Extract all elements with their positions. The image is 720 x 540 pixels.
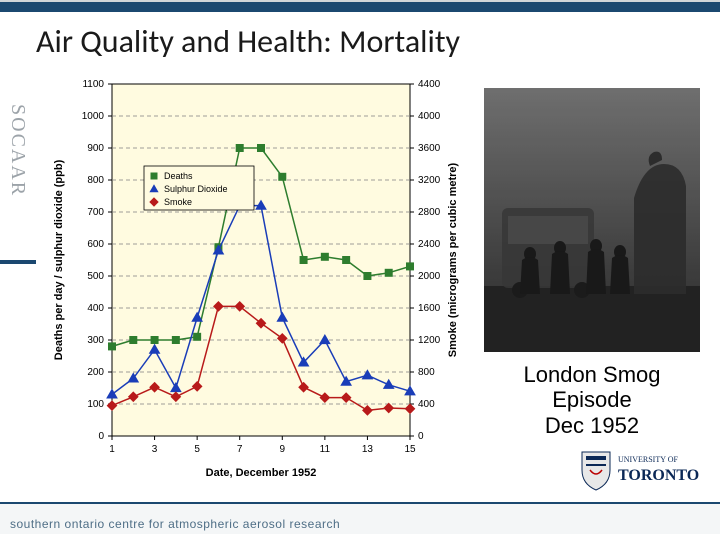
- logo-line2: TORONTO: [618, 467, 699, 484]
- svg-text:800: 800: [87, 175, 104, 186]
- svg-text:Smoke (micrograms per cubic me: Smoke (micrograms per cubic metre): [447, 162, 459, 357]
- slide: Air Quality and Health: Mortality SOCAAR…: [0, 0, 720, 540]
- side-accent-line: [0, 260, 36, 264]
- svg-text:15: 15: [404, 444, 416, 455]
- svg-text:300: 300: [87, 335, 104, 346]
- svg-text:2000: 2000: [418, 271, 441, 282]
- svg-text:700: 700: [87, 207, 104, 218]
- caption-line: Dec 1952: [545, 413, 639, 438]
- svg-text:400: 400: [87, 303, 104, 314]
- mortality-chart: 0 100 200 300 400 500 600 700 800 900 1000 1100 0 400…: [46, 74, 466, 482]
- svg-text:500: 500: [87, 271, 104, 282]
- svg-text:4000: 4000: [418, 111, 441, 122]
- svg-text:9: 9: [280, 444, 286, 455]
- caption-line: Episode: [552, 387, 632, 412]
- svg-text:2400: 2400: [418, 239, 441, 250]
- svg-text:4400: 4400: [418, 79, 441, 90]
- svg-text:200: 200: [87, 367, 104, 378]
- caption-line: London Smog: [524, 362, 661, 387]
- svg-text:0: 0: [418, 431, 424, 442]
- svg-text:1000: 1000: [82, 111, 105, 122]
- socaar-watermark: SOCAAR: [6, 104, 29, 197]
- svg-text:400: 400: [418, 399, 435, 410]
- svg-text:Smoke: Smoke: [164, 197, 192, 207]
- svg-text:Deaths per day / sulphur dioxi: Deaths per day / sulphur dioxide (ppb): [53, 159, 65, 360]
- header-bar: [0, 0, 720, 12]
- svg-text:900: 900: [87, 143, 104, 154]
- svg-text:Sulphur Dioxide: Sulphur Dioxide: [164, 184, 228, 194]
- svg-text:0: 0: [98, 431, 104, 442]
- svg-text:13: 13: [362, 444, 374, 455]
- svg-text:1100: 1100: [82, 79, 104, 90]
- svg-text:Deaths: Deaths: [164, 171, 193, 181]
- svg-text:5: 5: [194, 444, 200, 455]
- shield-icon: [582, 452, 610, 490]
- svg-text:1200: 1200: [418, 335, 441, 346]
- svg-text:600: 600: [87, 239, 104, 250]
- svg-text:100: 100: [87, 399, 104, 410]
- svg-text:2800: 2800: [418, 207, 441, 218]
- svg-text:Date, December 1952: Date, December 1952: [206, 467, 317, 479]
- footer-text: southern ontario centre for atmospheric …: [10, 517, 340, 531]
- svg-text:3: 3: [152, 444, 158, 455]
- svg-text:1: 1: [109, 444, 115, 455]
- svg-text:3200: 3200: [418, 175, 441, 186]
- svg-text:1600: 1600: [418, 303, 441, 314]
- university-logo: UNIVERSITY OF TORONTO: [576, 448, 706, 494]
- svg-text:3600: 3600: [418, 143, 441, 154]
- london-smog-photo: [484, 88, 700, 352]
- svg-text:11: 11: [320, 444, 331, 455]
- logo-line1: UNIVERSITY OF: [618, 455, 678, 464]
- slide-title: Air Quality and Health: Mortality: [36, 22, 700, 61]
- photo-caption: London Smog Episode Dec 1952: [484, 362, 700, 438]
- svg-text:800: 800: [418, 367, 435, 378]
- svg-text:7: 7: [237, 444, 243, 455]
